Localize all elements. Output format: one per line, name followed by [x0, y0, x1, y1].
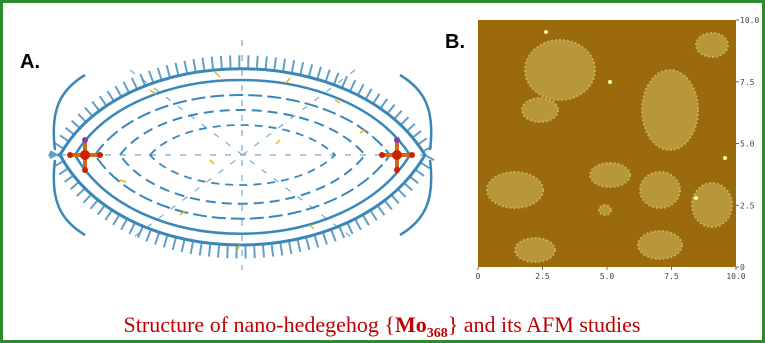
caption-formula: Mo: [395, 312, 427, 337]
panel-label: A.: [20, 51, 40, 73]
caption-subscript: 368: [427, 326, 448, 341]
y-tick-label: 2.5: [740, 201, 755, 210]
y-tick-label: 10.0: [740, 16, 759, 25]
y-tick-label: 0: [740, 263, 745, 272]
y-tick-label: 7.5: [740, 78, 755, 87]
afm-image: [478, 20, 736, 267]
x-tick-label: 0: [476, 272, 481, 281]
y-tick-label: 5.0: [740, 140, 755, 149]
caption-text: } and its AFM studies: [448, 312, 641, 337]
caption-text: Structure of nano-hedegehog {: [124, 312, 395, 337]
figure: A. B. 02.55.07.510.002.55.07.510.0 Struc…: [0, 0, 765, 343]
x-tick-label: 5.0: [600, 272, 615, 281]
x-tick-label: 7.5: [664, 272, 679, 281]
x-tick-label: 10.0: [726, 272, 745, 281]
panel-label: B.: [445, 31, 465, 53]
x-tick-label: 2.5: [535, 272, 550, 281]
caption: Structure of nano-hedegehog {Mo368} and …: [124, 312, 641, 341]
